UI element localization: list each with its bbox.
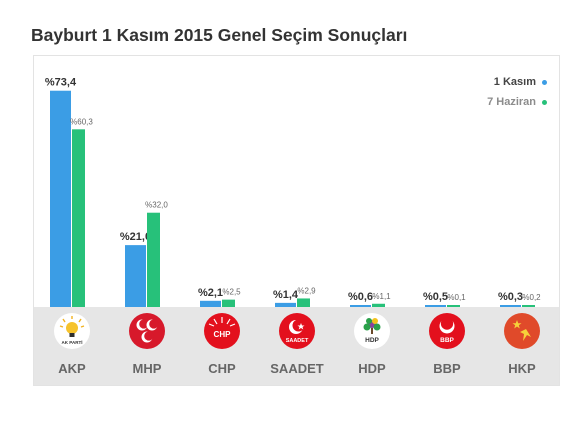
bar-hdp-1-kas-m[interactable] <box>350 305 371 307</box>
value-label-hkp-1-kas-m: %0,3 <box>498 291 523 303</box>
value-label-chp-7-haziran: %2,5 <box>222 288 241 297</box>
mhp-crescents-logo <box>129 313 165 349</box>
bar-mhp-1-kas-m[interactable] <box>125 245 146 307</box>
legend-dot-7-haziran <box>542 99 547 105</box>
bar-hkp-7-haziran[interactable] <box>522 305 535 307</box>
value-label-chp-1-kas-m: %2,1 <box>198 287 223 299</box>
bar-akp-7-haziran[interactable] <box>72 129 85 307</box>
value-label-hdp-1-kas-m: %0,6 <box>348 291 373 303</box>
bbp-crescent-logo: BBP <box>429 313 465 349</box>
bar-hkp-1-kas-m[interactable] <box>500 305 521 307</box>
legend-label-7-haziran: 7 Haziran <box>487 96 536 108</box>
party-name-saadet: SAADET <box>270 361 324 376</box>
party-name-bbp: BBP <box>433 361 461 376</box>
legend-dot-1-kasim <box>542 79 547 85</box>
value-label-mhp-1-kas-m: %21,0 <box>120 231 151 243</box>
value-label-saadet-1-kas-m: %1,4 <box>273 289 299 301</box>
hdp-logo-text: HDP <box>365 337 379 344</box>
value-label-bbp-1-kas-m: %0,5 <box>423 291 448 303</box>
bar-mhp-7-haziran[interactable] <box>147 212 160 307</box>
chart-legend: 1 Kasım 7 Haziran <box>487 72 547 112</box>
party-panel: AK PARTİ AKP MHP <box>34 307 559 385</box>
party-bbp[interactable]: BBP BBP <box>409 307 485 385</box>
bar-saadet-1-kas-m[interactable] <box>275 302 296 307</box>
bar-saadet-7-haziran[interactable] <box>297 298 310 307</box>
saadet-crescent-star-icon: SAADET <box>286 319 309 344</box>
saadet-logo-text: SAADET <box>286 338 309 344</box>
chp-arrows-logo: CHP <box>204 313 240 349</box>
saadet-crescent-star-logo: SAADET <box>279 313 315 349</box>
bar-chp-1-kas-m[interactable] <box>200 300 221 307</box>
party-name-hkp: HKP <box>508 361 536 376</box>
hkp-star-icon <box>512 320 531 341</box>
party-name-chp: CHP <box>208 361 236 376</box>
party-mhp[interactable]: MHP <box>109 307 185 385</box>
value-label-hdp-7-haziran: %1,1 <box>372 292 391 301</box>
akp-bulb-icon: AK PARTİ <box>59 316 85 345</box>
bar-bbp-1-kas-m[interactable] <box>425 305 446 307</box>
chp-arrows-icon: CHP <box>208 317 236 339</box>
bar-bbp-7-haziran[interactable] <box>447 305 460 307</box>
legend-label-1-kasim: 1 Kasım <box>493 76 536 88</box>
party-name-akp: AKP <box>58 361 86 376</box>
akp-logo-text: AK PARTİ <box>62 339 83 345</box>
party-chp[interactable]: CHP CHP <box>184 307 260 385</box>
party-name-mhp: MHP <box>132 361 162 376</box>
chart-panel: %73,4 %60,3 %21,0 %32,0 %2,1 %2,5 %1,4 %2,9 %0,6… <box>33 55 560 386</box>
value-label-akp-1-kas-m: %73,4 <box>45 77 77 89</box>
page-title: Bayburt 1 Kasım 2015 Genel Seçim Sonuçla… <box>31 25 408 45</box>
party-hkp[interactable]: HKP <box>484 307 560 385</box>
legend-item-7-haziran[interactable]: 7 Haziran <box>487 92 547 112</box>
legend-item-1-kasim[interactable]: 1 Kasım <box>487 72 547 92</box>
bar-akp-1-kas-m[interactable] <box>50 90 71 307</box>
akp-bulb-logo: AK PARTİ <box>54 313 90 349</box>
mhp-crescents-icon <box>136 319 159 343</box>
party-hdp[interactable]: HDP HDP <box>334 307 410 385</box>
bar-chart: %73,4 %60,3 %21,0 %32,0 %2,1 %2,5 %1,4 %2,9 %0,6… <box>45 77 541 307</box>
party-akp[interactable]: AK PARTİ AKP <box>34 307 110 385</box>
value-label-saadet-7-haziran: %2,9 <box>297 286 316 295</box>
bar-chp-7-haziran[interactable] <box>222 299 235 307</box>
bar-hdp-7-haziran[interactable] <box>372 303 385 307</box>
chp-logo-text: CHP <box>214 330 232 339</box>
party-name-hdp: HDP <box>358 361 386 376</box>
value-label-bbp-7-haziran: %0,1 <box>447 293 466 302</box>
party-saadet[interactable]: SAADET SAADET <box>259 307 335 385</box>
value-label-mhp-7-haziran: %32,0 <box>145 201 168 210</box>
hdp-tree-icon: HDP <box>363 318 381 344</box>
value-label-akp-7-haziran: %60,3 <box>70 117 93 126</box>
value-label-hkp-7-haziran: %0,2 <box>522 293 541 302</box>
bbp-logo-text: BBP <box>440 337 454 344</box>
bbp-crescent-icon: BBP <box>439 317 455 344</box>
hkp-star-logo <box>504 313 540 349</box>
hdp-tree-logo: HDP <box>354 313 390 349</box>
